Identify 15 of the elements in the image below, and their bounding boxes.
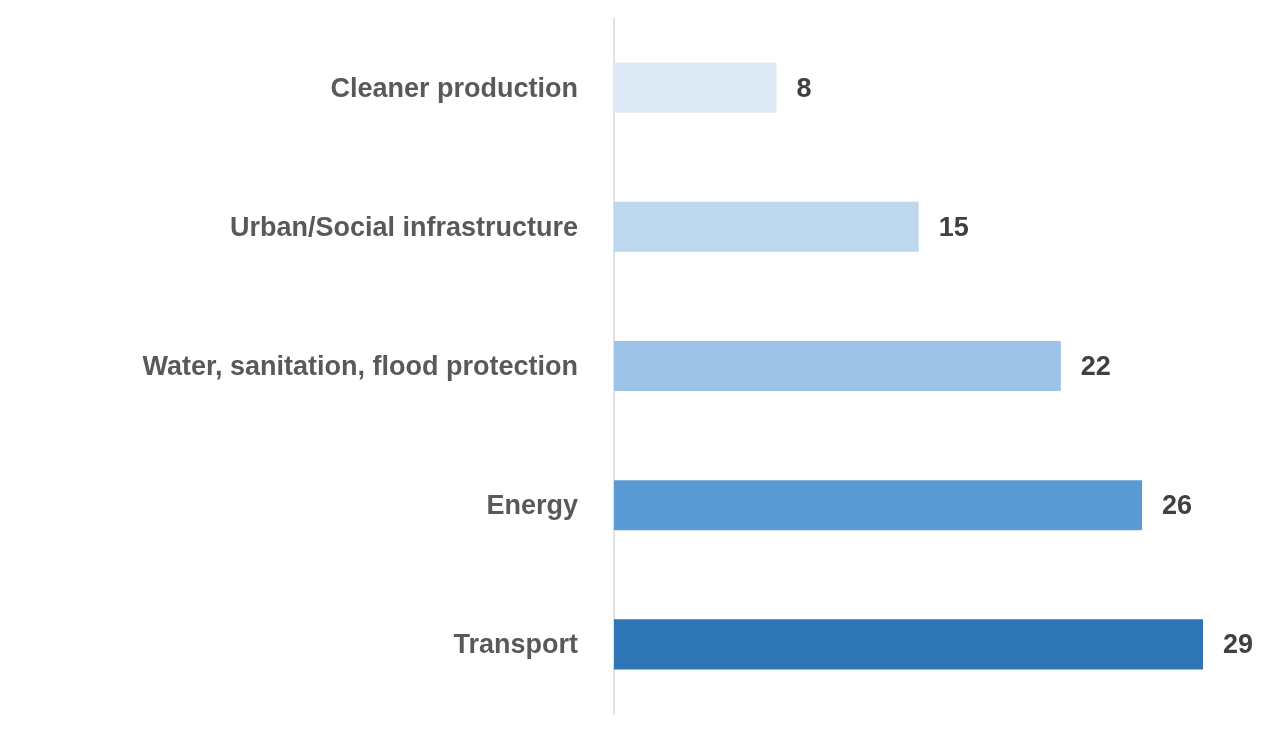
data-label: 26 (1162, 490, 1193, 521)
bar (614, 480, 1143, 531)
y-tick-label: Water, sanitation, flood protection (142, 351, 578, 381)
y-tick-label: Transport (453, 629, 578, 660)
data-label: 29 (1223, 629, 1254, 660)
y-tick-label: Energy (486, 490, 578, 521)
y-tick-label: Cleaner production (330, 72, 578, 103)
bar (614, 340, 1061, 392)
bar (614, 201, 919, 252)
bar (614, 619, 1203, 670)
data-label: 8 (796, 72, 812, 103)
bar (614, 62, 777, 113)
data-label: 15 (938, 211, 969, 242)
y-tick-label: Urban/Social infrastructure (229, 211, 578, 242)
data-label: 22 (1080, 351, 1111, 381)
